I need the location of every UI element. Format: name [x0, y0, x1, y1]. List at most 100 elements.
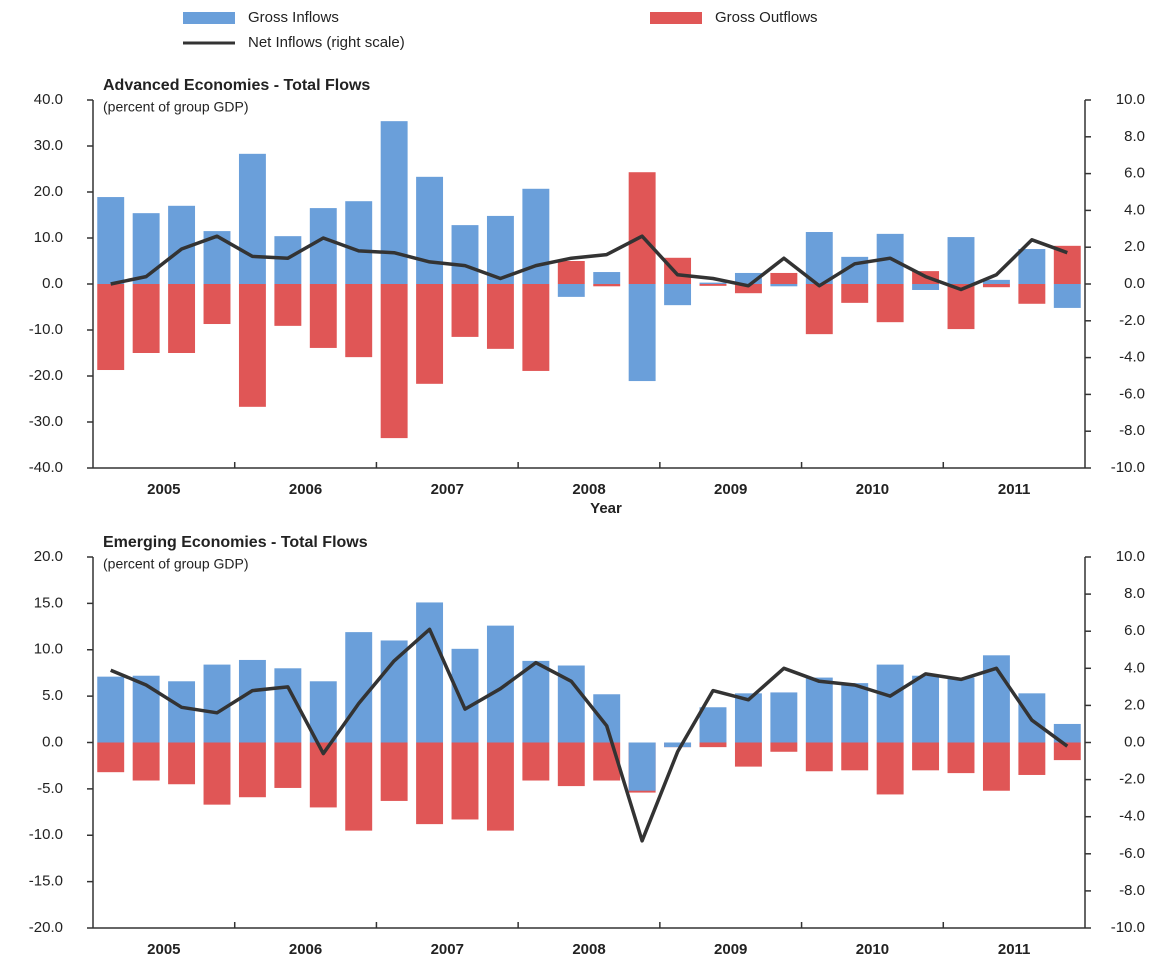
- y-tick-label: -30.0: [29, 413, 63, 430]
- bar: [416, 602, 444, 743]
- bar: [593, 272, 621, 284]
- bar: [522, 660, 550, 743]
- bar: [699, 707, 727, 743]
- bar: [841, 683, 869, 743]
- bar: [664, 742, 692, 748]
- y-tick-label: 15.0: [34, 594, 63, 611]
- bar: [805, 284, 833, 335]
- bar: [309, 208, 337, 284]
- bar: [274, 284, 302, 326]
- y-tick-label: 10.0: [34, 641, 63, 658]
- x-tick-label: 2010: [856, 481, 889, 498]
- bar: [699, 742, 727, 748]
- bar: [345, 284, 373, 358]
- bar: [416, 176, 444, 284]
- y2-tick-label: 0.0: [1124, 275, 1145, 292]
- bar: [1053, 742, 1081, 761]
- bar: [451, 742, 479, 820]
- x-tick-label: 2009: [714, 941, 747, 956]
- net-line: [110, 234, 1068, 292]
- bar: [699, 284, 727, 286]
- legend-swatch: [650, 12, 702, 24]
- bar: [1018, 742, 1046, 775]
- bar: [876, 284, 904, 323]
- y-tick-label: -15.0: [29, 873, 63, 890]
- y2-tick-label: -10.0: [1111, 459, 1145, 476]
- bar: [168, 284, 196, 353]
- y2-tick-label: -6.0: [1119, 385, 1145, 402]
- bar: [1053, 723, 1081, 743]
- bar: [238, 153, 266, 284]
- bar: [805, 742, 833, 772]
- y-tick-label: -20.0: [29, 919, 63, 936]
- y2-tick-label: 4.0: [1124, 659, 1145, 676]
- bar: [982, 284, 1010, 288]
- y2-tick-label: -2.0: [1119, 312, 1145, 329]
- bar: [97, 676, 125, 743]
- bar: [168, 742, 196, 785]
- y-tick-label: 0.0: [42, 733, 63, 750]
- y-tick-label: 20.0: [34, 183, 63, 200]
- bar: [238, 742, 266, 798]
- x-axis-label: Year: [590, 500, 622, 517]
- bar: [770, 742, 798, 752]
- bar: [770, 284, 798, 287]
- y2-tick-label: -4.0: [1119, 349, 1145, 366]
- x-tick-label: 2011: [998, 941, 1031, 956]
- y-tick-label: 20.0: [34, 548, 63, 565]
- bar: [380, 742, 408, 801]
- y2-tick-label: 2.0: [1124, 696, 1145, 713]
- bar: [557, 284, 585, 297]
- y-tick-label: -20.0: [29, 367, 63, 384]
- y2-tick-label: 0.0: [1124, 733, 1145, 750]
- bar: [132, 742, 160, 781]
- bar: [238, 659, 266, 743]
- bar: [203, 742, 231, 805]
- bar: [557, 261, 585, 284]
- bar: [168, 681, 196, 743]
- bar: [664, 284, 692, 306]
- bar: [947, 677, 975, 743]
- bar: [699, 282, 727, 284]
- x-tick-label: 2006: [289, 941, 322, 956]
- bar: [912, 284, 940, 290]
- bar: [238, 284, 266, 407]
- bar: [132, 284, 160, 353]
- bar: [380, 121, 408, 284]
- bar: [876, 664, 904, 743]
- bar: [486, 625, 514, 743]
- bar: [203, 664, 231, 743]
- y2-tick-label: 8.0: [1124, 128, 1145, 145]
- net-line: [110, 627, 1069, 843]
- y2-tick-label: -6.0: [1119, 845, 1145, 862]
- bar: [1018, 249, 1046, 284]
- bar: [416, 284, 444, 384]
- legend-label: Net Inflows (right scale): [248, 34, 405, 51]
- y-tick-label: -10.0: [29, 826, 63, 843]
- x-tick-label: 2006: [289, 481, 322, 498]
- legend-label: Gross Outflows: [715, 9, 818, 26]
- bar: [734, 284, 762, 294]
- x-tick-label: 2007: [431, 481, 464, 498]
- bar: [628, 742, 656, 791]
- y-tick-label: -40.0: [29, 459, 63, 476]
- bar: [947, 742, 975, 774]
- bar: [841, 284, 869, 303]
- bar: [203, 284, 231, 325]
- y-tick-label: 5.0: [42, 687, 63, 704]
- bar: [274, 742, 302, 788]
- bar: [876, 742, 904, 795]
- y2-tick-label: 10.0: [1116, 91, 1145, 108]
- chart-subtitle: (percent of group GDP): [103, 99, 249, 115]
- bar: [309, 284, 337, 348]
- bar: [805, 677, 833, 743]
- bar: [982, 742, 1010, 791]
- bar: [416, 742, 444, 825]
- bar: [593, 694, 621, 743]
- bar: [380, 284, 408, 439]
- y2-tick-label: -8.0: [1119, 882, 1145, 899]
- y-tick-label: 30.0: [34, 137, 63, 154]
- y2-tick-label: -4.0: [1119, 808, 1145, 825]
- chart-subtitle: (percent of group GDP): [103, 556, 249, 572]
